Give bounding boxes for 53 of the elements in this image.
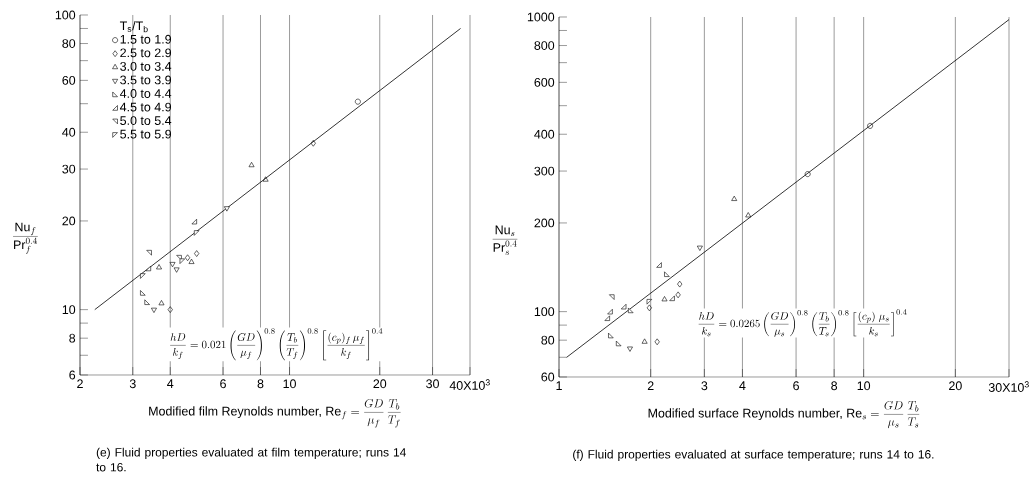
legend-label: 4.5 to 4.9 (119, 102, 172, 112)
annotation: $\frac{hD}{k_s} = 0.0265\left(\frac{GD}{\mu_s}\right)^{0.8}\left(\frac{T_b}{T_s}\right)^{0.8}\left[\frac{(c_p)\ \mu_s}{k_s}\right]^{0.4}$ (698, 309, 907, 337)
x-tick-label: 6 (220, 379, 226, 389)
y-tick-label: 40 (62, 127, 76, 137)
y-tick-label: 1000 (527, 12, 555, 22)
x-tick-label: 30X10$^{3}$ (988, 381, 1029, 392)
x-tick-label: 6 (793, 381, 799, 391)
legend-label: 4.0 to 4.4 (119, 89, 172, 98)
y-tick-label: 200 (534, 218, 555, 228)
text: (f) Fluid properties evaluated at surface temperature; runs 14 to 16. (573, 449, 934, 461)
legend-label: 5.5 to 5.9 (120, 129, 172, 139)
x-tick-label: 3 (701, 381, 708, 391)
x-tick-label: 3 (129, 379, 136, 389)
y-tick-label: 20 (62, 216, 76, 226)
x-axis-title: $\mbox{Modified film Reynolds number, } \mathrm{Re}_f = \frac{GD}{\mu_f}\,\frac{T_b}{T_f}$ (149, 398, 401, 428)
x-tick-label: 2 (77, 379, 83, 389)
legend-label: 2.5 to 2.9 (120, 48, 172, 58)
y-axis-title: $\frac{\mathrm{Nu}_f}{\mathrm{Pr}_f^{0.4}}$ (13, 222, 38, 254)
y-tick-label: 300 (534, 166, 555, 176)
y-tick-label: 600 (534, 77, 555, 87)
x-tick-label: 2 (647, 381, 654, 391)
y-tick-label: 60 (541, 372, 555, 382)
x-tick-label: 40X10$^{3}$ (449, 379, 490, 390)
y-tick-label: 80 (62, 39, 76, 48)
x-tick-label: 4 (167, 379, 174, 388)
y-axis-title: $\frac{\mathrm{Nu}_s}{\mathrm{Pr}_s^{0.4}}$ (492, 225, 518, 255)
y-tick-label: 100 (55, 10, 76, 20)
y-tick-label: 80 (541, 335, 555, 345)
y-tick-label: 8 (69, 333, 76, 343)
text: (e) Fluid properties evaluated at film temperature; runs 14 to 16. (96, 447, 406, 472)
y-tick-label: 60 (62, 75, 76, 85)
x-tick-label: 1 (556, 381, 562, 390)
y-tick-label: 6 (69, 370, 76, 380)
x-axis-title: $\mbox{Modified surface Reynolds number, } \mathrm{Re}_s = \frac{GD}{\mu_s}\,\frac{T_b}{T_s}$ (648, 400, 920, 429)
x-tick-label: 10 (283, 379, 296, 389)
x-tick-label: 8 (831, 381, 838, 391)
legend-label: 1.5 to 1.9 (120, 34, 172, 44)
legend-label: 3.5 to 3.9 (120, 75, 172, 85)
y-tick-label: 400 (534, 129, 555, 139)
annotation: $\frac{hD}{k_f} = 0.021\left(\frac{GD}{\mu_f}\right)^{0.8}\left(\frac{T_b}{T_f}\right)^{0.8}\left[\frac{(c_p)_f\,\mu_f}{k_f}\right]^{0.4}$ (170, 328, 383, 361)
legend-label: 3.0 to 3.4 (120, 61, 172, 71)
x-tick-label: 8 (257, 379, 264, 389)
y-tick-label: 800 (534, 41, 555, 50)
x-tick-label: 30 (426, 379, 439, 389)
legend-label: 5.0 to 5.4 (120, 116, 172, 125)
y-tick-label: 100 (534, 307, 555, 317)
y-tick-label: 10 (62, 305, 76, 315)
x-tick-label: 4 (739, 381, 746, 390)
x-tick-label: 10 (857, 381, 871, 391)
y-tick-label: 30 (62, 164, 76, 174)
legend-title: T$_{s}$/T$_{b}$ (119, 20, 148, 33)
x-tick-label: 20 (373, 379, 387, 389)
x-tick-label: 20 (949, 381, 962, 391)
